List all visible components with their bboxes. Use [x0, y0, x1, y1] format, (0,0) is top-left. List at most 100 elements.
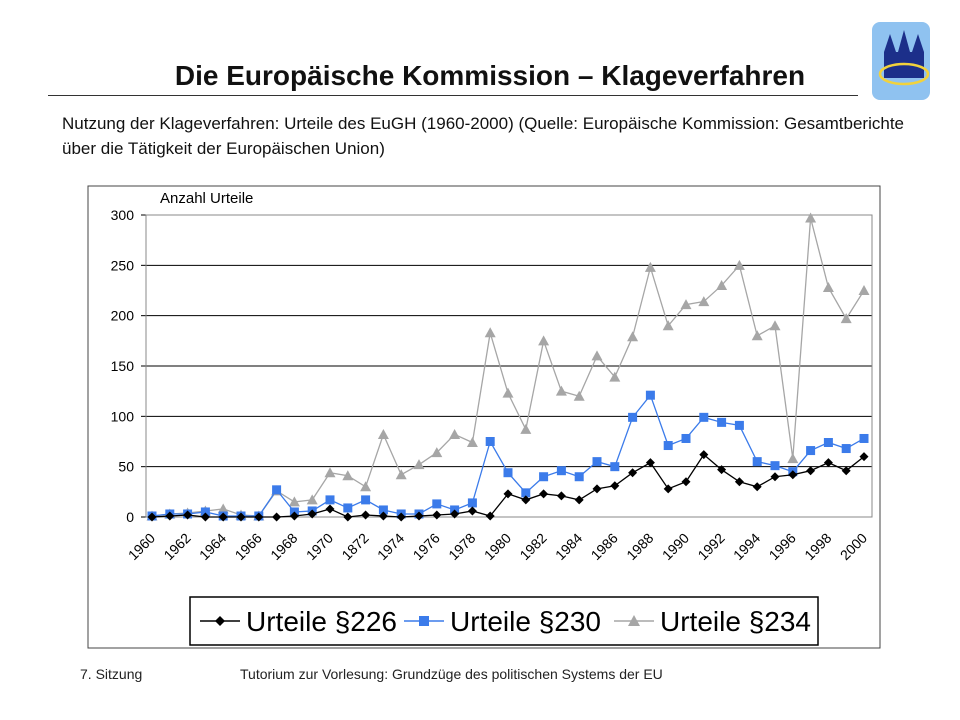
marker	[858, 285, 870, 295]
x-tick-label: 1974	[374, 530, 407, 563]
marker	[770, 461, 780, 471]
marker	[751, 330, 763, 341]
marker	[859, 433, 869, 443]
marker	[681, 477, 691, 487]
marker	[627, 331, 639, 342]
marker	[592, 457, 602, 467]
x-tick-label: 1978	[445, 530, 478, 563]
marker	[485, 511, 495, 521]
marker	[343, 503, 353, 513]
marker	[628, 412, 638, 422]
marker	[183, 510, 193, 520]
marker	[200, 512, 210, 522]
marker	[307, 509, 317, 519]
marker	[573, 390, 585, 401]
marker	[733, 259, 745, 270]
marker	[717, 465, 727, 475]
legend-box	[189, 596, 819, 646]
marker	[663, 484, 673, 494]
marker	[521, 488, 531, 498]
marker	[699, 412, 709, 422]
legend-label: Urteile §230	[450, 606, 601, 637]
x-tick-label: 1962	[160, 530, 193, 563]
marker	[254, 512, 264, 522]
marker	[306, 494, 318, 505]
marker	[555, 385, 567, 396]
marker	[610, 462, 620, 472]
x-tick-label: 1966	[232, 530, 265, 563]
x-tick-label: 2000	[837, 530, 870, 563]
x-tick-label: 1992	[694, 530, 727, 563]
x-tick-label: 1980	[481, 530, 514, 563]
marker	[218, 512, 228, 522]
marker	[325, 495, 335, 505]
footer-right: Tutorium zur Vorlesung: Grundzüge des po…	[240, 666, 663, 682]
marker	[610, 481, 620, 491]
x-tick-label: 1976	[410, 530, 443, 563]
marker	[431, 447, 443, 458]
marker	[324, 467, 336, 478]
marker	[377, 428, 389, 439]
marker	[413, 459, 425, 470]
marker	[556, 466, 566, 476]
marker	[396, 512, 406, 522]
marker	[788, 470, 798, 480]
marker	[414, 511, 424, 521]
y-axis-label: Anzahl Urteile	[160, 190, 253, 207]
marker	[272, 512, 282, 522]
chart-frame	[87, 185, 881, 649]
marker	[859, 452, 869, 462]
x-tick-label: 1984	[552, 530, 585, 563]
marker	[361, 495, 371, 505]
marker	[325, 504, 335, 514]
marker	[200, 507, 210, 517]
marker	[432, 499, 442, 509]
marker	[217, 503, 229, 514]
marker	[503, 468, 513, 478]
x-tick-label: 1988	[623, 530, 656, 563]
marker	[644, 261, 656, 272]
marker	[484, 327, 496, 338]
marker	[538, 335, 550, 346]
y-tick-label: 300	[111, 207, 135, 223]
marker	[289, 511, 299, 521]
y-tick-label: 100	[111, 408, 135, 424]
marker	[806, 466, 816, 476]
marker	[502, 387, 514, 398]
marker	[574, 472, 584, 482]
marker	[165, 511, 175, 521]
marker	[343, 512, 353, 522]
marker	[520, 423, 532, 434]
marker	[378, 511, 388, 521]
marker	[467, 498, 477, 508]
legend-label: Urteile §234	[660, 606, 811, 637]
marker	[787, 453, 799, 464]
marker	[556, 491, 566, 501]
x-tick-label: 1994	[730, 530, 763, 563]
y-tick-label: 250	[111, 257, 135, 273]
marker	[841, 466, 851, 476]
marker	[699, 450, 709, 460]
marker	[539, 472, 549, 482]
x-tick-label: 1982	[516, 530, 549, 563]
marker	[539, 489, 549, 499]
marker	[628, 468, 638, 478]
marker	[592, 484, 602, 494]
logo	[872, 22, 930, 100]
slide-title: Die Europäische Kommission – Klageverfah…	[174, 60, 806, 91]
x-tick-label: 1998	[801, 530, 834, 563]
legend-marker	[215, 616, 225, 626]
marker	[662, 320, 674, 331]
x-tick-label: 1968	[267, 530, 300, 563]
legend-marker	[628, 615, 640, 626]
marker	[361, 510, 371, 520]
y-tick-label: 0	[126, 509, 134, 525]
marker	[734, 420, 744, 430]
marker	[752, 482, 762, 492]
marker	[717, 417, 727, 427]
plot-area	[145, 214, 873, 518]
x-tick-label: 1996	[766, 530, 799, 563]
marker	[822, 281, 834, 292]
